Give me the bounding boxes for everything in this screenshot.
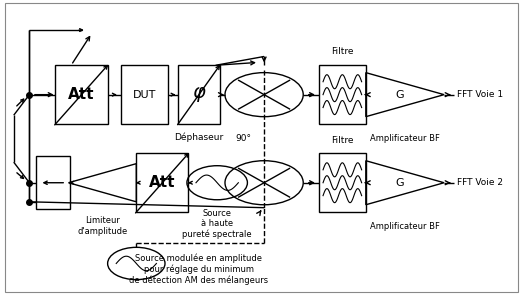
Text: DUT: DUT (132, 90, 156, 100)
Text: FFT Voie 1: FFT Voie 1 (457, 90, 503, 99)
Text: Déphaseur: Déphaseur (174, 133, 223, 142)
Text: Att: Att (149, 175, 176, 190)
Bar (137, 153, 188, 212)
Bar (36, 156, 70, 209)
Text: Amplificateur BF: Amplificateur BF (370, 134, 440, 143)
Text: G: G (395, 90, 404, 100)
Text: Att: Att (69, 87, 95, 102)
Text: $\varphi$: $\varphi$ (191, 85, 206, 104)
Bar (319, 153, 366, 212)
Bar (319, 65, 366, 124)
Text: FFT Voie 2: FFT Voie 2 (457, 178, 503, 187)
Bar (121, 65, 167, 124)
Text: G: G (395, 178, 404, 188)
Text: Filtre: Filtre (331, 136, 354, 145)
Text: Amplificateur BF: Amplificateur BF (370, 222, 440, 231)
Text: Source modulée en amplitude
pour réglage du minimum
de détection AM des mélangeu: Source modulée en amplitude pour réglage… (129, 254, 268, 285)
Text: Limiteur
d'amplitude: Limiteur d'amplitude (77, 217, 128, 236)
Text: 90°: 90° (235, 134, 251, 143)
Bar (178, 65, 220, 124)
Text: Filtre: Filtre (331, 47, 354, 56)
Text: Source
à haute
pureté spectrale: Source à haute pureté spectrale (183, 209, 252, 239)
Bar (55, 65, 108, 124)
